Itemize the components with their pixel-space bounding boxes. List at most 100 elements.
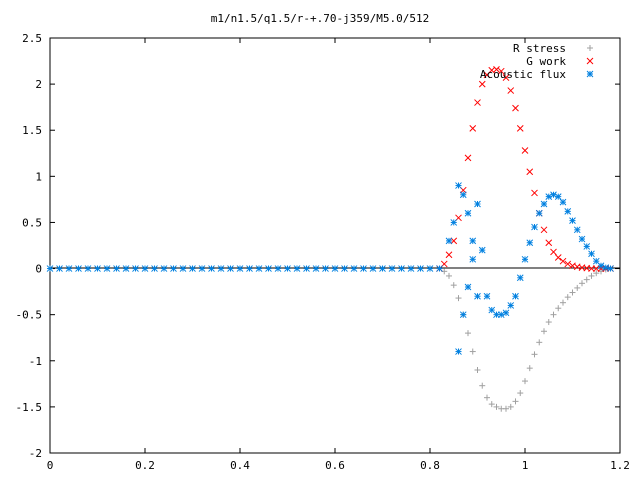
data-point bbox=[455, 348, 462, 355]
series-layer bbox=[46, 66, 614, 412]
y-tick-label: 0.5 bbox=[22, 216, 42, 229]
data-point bbox=[540, 200, 548, 208]
data-point bbox=[535, 209, 543, 217]
data-point bbox=[446, 272, 452, 279]
data-point bbox=[512, 104, 519, 112]
data-point bbox=[303, 265, 310, 272]
data-point bbox=[331, 265, 339, 272]
x-tick-label: 0.6 bbox=[325, 459, 345, 472]
data-point bbox=[455, 182, 462, 189]
data-point bbox=[236, 265, 244, 272]
data-point bbox=[578, 235, 586, 243]
data-point bbox=[540, 226, 548, 234]
data-point bbox=[531, 223, 538, 231]
data-point bbox=[56, 265, 63, 272]
data-point bbox=[103, 265, 111, 272]
data-point bbox=[560, 299, 566, 306]
data-point bbox=[227, 265, 234, 272]
data-point bbox=[469, 237, 477, 245]
data-point bbox=[312, 265, 320, 272]
data-point bbox=[579, 280, 585, 287]
data-point bbox=[75, 265, 82, 272]
data-point bbox=[450, 237, 458, 245]
data-point bbox=[559, 257, 567, 265]
data-point bbox=[550, 248, 557, 256]
data-point bbox=[474, 292, 481, 300]
legend-marker bbox=[586, 57, 594, 65]
x-tick-label: 1 bbox=[522, 459, 529, 472]
data-point bbox=[208, 265, 215, 272]
data-point bbox=[521, 255, 529, 263]
series-star bbox=[46, 182, 614, 355]
data-point bbox=[198, 265, 206, 272]
x-tick-label: 1.2 bbox=[610, 459, 630, 472]
data-point bbox=[170, 265, 177, 272]
data-point bbox=[516, 274, 524, 282]
legend-marker bbox=[586, 70, 594, 78]
data-point bbox=[512, 398, 519, 405]
data-point bbox=[507, 403, 514, 410]
data-point bbox=[132, 265, 139, 272]
data-point bbox=[484, 394, 490, 401]
data-point bbox=[341, 265, 348, 272]
data-point bbox=[464, 154, 472, 162]
data-point bbox=[417, 265, 424, 272]
y-tick-label: -1 bbox=[29, 355, 42, 368]
data-point bbox=[464, 283, 472, 291]
data-point bbox=[536, 339, 543, 346]
data-point bbox=[526, 365, 533, 372]
data-point bbox=[588, 272, 595, 279]
data-point bbox=[545, 319, 552, 326]
y-tick-label: 0 bbox=[35, 263, 42, 276]
data-point bbox=[436, 265, 443, 272]
x-tick-label: 0.4 bbox=[230, 459, 250, 472]
data-point bbox=[450, 282, 457, 289]
data-point bbox=[284, 265, 291, 272]
data-point bbox=[350, 265, 358, 272]
data-point bbox=[607, 265, 614, 272]
y-tick-label: -1.5 bbox=[16, 401, 43, 414]
data-point bbox=[555, 305, 562, 312]
data-point bbox=[474, 99, 481, 106]
data-point bbox=[293, 265, 301, 272]
data-point bbox=[569, 289, 576, 296]
data-point bbox=[517, 390, 524, 397]
data-point bbox=[502, 309, 510, 317]
data-point bbox=[541, 328, 547, 335]
data-point bbox=[493, 403, 500, 410]
data-point bbox=[255, 265, 263, 272]
data-point bbox=[46, 265, 54, 272]
data-point bbox=[479, 382, 486, 389]
data-point bbox=[450, 219, 458, 226]
legend-marker bbox=[587, 45, 593, 51]
y-tick-label: 1.5 bbox=[22, 124, 42, 137]
data-point bbox=[474, 367, 481, 373]
data-point bbox=[588, 265, 595, 272]
data-point bbox=[564, 208, 572, 215]
data-point bbox=[507, 87, 515, 94]
data-point bbox=[179, 265, 187, 272]
data-point bbox=[503, 405, 509, 412]
data-point bbox=[507, 302, 515, 309]
x-tick-label: 0.2 bbox=[135, 459, 155, 472]
data-point bbox=[322, 265, 329, 272]
y-tick-label: 2 bbox=[35, 78, 42, 91]
data-point bbox=[573, 226, 581, 234]
data-point bbox=[379, 265, 386, 272]
data-point bbox=[483, 292, 491, 300]
x-tick-label: 0.8 bbox=[420, 459, 440, 472]
data-point bbox=[526, 239, 534, 247]
legend-label: Acoustic flux bbox=[480, 68, 566, 81]
data-point bbox=[526, 168, 534, 176]
data-point bbox=[564, 294, 571, 301]
data-point bbox=[493, 66, 500, 73]
data-point bbox=[583, 276, 590, 283]
data-point bbox=[593, 270, 600, 277]
data-point bbox=[469, 348, 476, 355]
data-point bbox=[531, 351, 538, 358]
data-point bbox=[569, 217, 576, 224]
data-point bbox=[274, 265, 282, 272]
